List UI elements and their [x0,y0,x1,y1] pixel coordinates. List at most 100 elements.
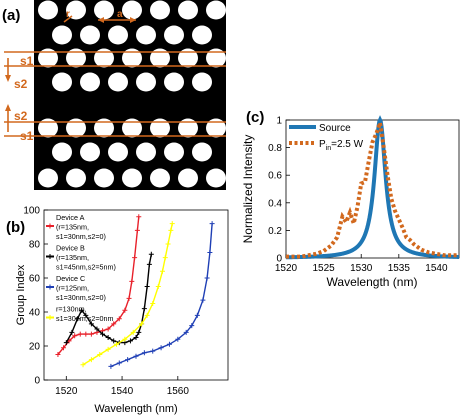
air-hole [108,25,128,45]
data-point [194,312,200,318]
legend-pin-sub: in [326,145,332,152]
data-point [162,255,168,261]
data-point [159,268,165,274]
series-line-1 [65,254,153,344]
data-point [207,250,213,255]
data-point [63,340,69,346]
data-point [169,221,175,227]
radius-label: r [66,9,70,20]
lattice-arrow-head-left [98,17,104,23]
series-line-3 [110,223,213,368]
y-tick-label: 60 [29,274,41,285]
chart-c-legend: Source Pin=2.5 W [289,123,364,152]
chart-b-xlabel: Wavelength (nm) [94,403,177,415]
s1-bottom-label: s1 [20,129,34,143]
data-point [168,227,174,233]
x-tick-label: 1535 [388,263,411,274]
legend-entry-text: s1=30nm,s2=0) [56,232,106,241]
data-point [139,321,145,327]
data-point [130,329,136,335]
panel-c-label: (c) [246,109,264,126]
panel-a-label: (a) [2,7,20,24]
legend-entry-text: (r=125nm, [56,284,89,293]
data-point [134,227,140,233]
air-hole [94,0,114,20]
air-hole [206,0,226,20]
data-point [141,306,147,312]
chart-c-frame [285,119,460,259]
chart-b-ylabel: Group Index [15,264,27,325]
y-tick-label: 1 [276,116,282,127]
air-hole [52,25,72,45]
radius-arrow [63,15,73,23]
data-point [80,362,86,368]
y-tick-label: 80 [29,240,41,251]
annotation-arrows [63,15,136,23]
y-tick-label: 0 [34,376,40,387]
air-hole [38,48,58,68]
legend-entry-text: (r=135nm, [56,223,89,232]
chart-c-xlabel: Wavelength (nm) [327,275,418,289]
panel-b-label: (b) [6,219,25,236]
data-point [204,275,210,281]
lattice-arrow-head-right [130,17,136,23]
y-tick-label: 40 [29,308,41,319]
data-point [136,329,142,335]
data-point [83,331,89,337]
air-hole [150,0,170,20]
data-point [94,326,100,332]
data-point [105,326,111,332]
data-point [74,316,80,322]
y-tick-label: 0.6 [268,171,282,182]
data-point [111,338,117,344]
air-hole [122,118,142,138]
data-point [144,312,150,318]
legend-entry-text: s1=30nm,s2=0) [56,293,106,302]
y-tick-label: 100 [23,206,40,217]
data-point [189,323,195,329]
data-point [158,345,164,351]
data-point [79,307,85,313]
y-tick-label: 0 [276,254,282,265]
air-hole [164,142,184,162]
data-point [146,261,152,267]
data-point [165,241,171,247]
data-point [126,295,132,301]
data-point [69,329,75,335]
legend-entry-text: r=130nm, [56,305,87,314]
data-point [122,307,128,313]
s1-top-arrowhead [5,75,11,82]
air-hole [66,0,86,20]
data-point [148,251,154,257]
air-hole [122,168,142,188]
panel-a: (a) r a s1 s2 s2 s1 [2,0,226,190]
air-hole [150,48,170,68]
air-hole [108,142,128,162]
air-hole [192,142,212,162]
y-tick-label: 0.8 [268,143,282,154]
legend-pin-label: Pin=2.5 W [319,139,364,152]
data-point [105,335,111,340]
legend-entry-text: s1=30nm,s2=0nm [56,314,114,323]
legend-entry-text: Device B [56,244,85,253]
air-hole [38,168,58,188]
air-hole [150,168,170,188]
panel-c: (c) 1520 1525 1530 1535 1540 0 0.2 0.4 0.6 0.8 1 S… [241,109,460,289]
data-point [83,312,89,318]
legend-pin-main: P [319,139,326,150]
data-point [88,331,94,337]
data-point [116,316,122,322]
x-tick-label: 1530 [350,263,373,274]
legend-source-label: Source [319,123,351,134]
data-point [108,363,114,369]
data-point [61,345,67,351]
legend-entry-text: s1=45nm,s2=5nm) [56,263,116,272]
data-point [113,341,119,347]
air-hole [52,142,72,162]
data-point [72,333,78,339]
air-hole [122,48,142,68]
air-hole [178,48,198,68]
data-point [136,214,142,220]
output-spectrum-line [286,122,459,259]
